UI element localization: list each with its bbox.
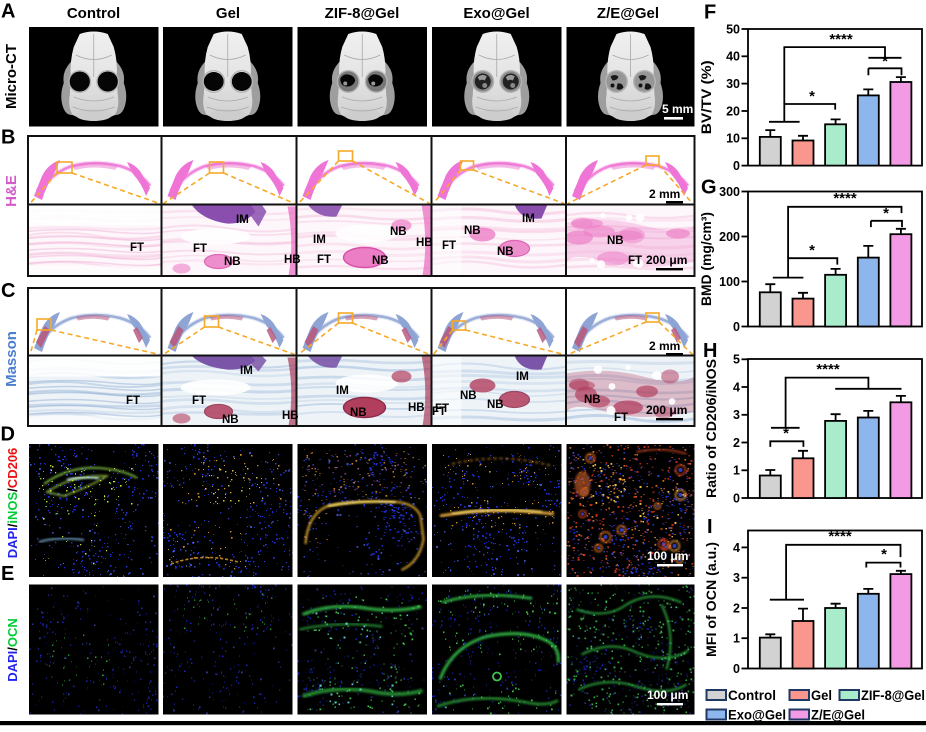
svg-text:Exo@Gel: Exo@Gel <box>728 707 786 723</box>
svg-text:3: 3 <box>733 408 740 422</box>
svg-text:2 mm: 2 mm <box>649 187 680 201</box>
svg-text:NB: NB <box>460 390 477 402</box>
svg-text:B: B <box>1 127 15 149</box>
svg-text:NB: NB <box>224 256 241 268</box>
svg-text:Masson: Masson <box>3 331 20 387</box>
svg-text:2 mm: 2 mm <box>649 339 680 353</box>
svg-text:H: H <box>703 340 717 362</box>
svg-text:F: F <box>704 2 716 24</box>
svg-text:1: 1 <box>733 464 740 478</box>
svg-text:MFI of OCN (a.u.): MFI of OCN (a.u.) <box>704 542 719 657</box>
svg-text:*: * <box>882 53 888 70</box>
svg-text:HB: HB <box>282 410 299 422</box>
svg-text:4: 4 <box>733 541 740 555</box>
svg-text:NB: NB <box>487 399 504 411</box>
svg-text:100 μm: 100 μm <box>647 688 688 702</box>
svg-text:BMD (mg/cm³): BMD (mg/cm³) <box>699 212 714 306</box>
svg-text:NB: NB <box>390 226 407 238</box>
svg-text:50: 50 <box>726 22 740 36</box>
svg-text:****: **** <box>829 31 853 48</box>
svg-text:FT: FT <box>628 255 642 267</box>
svg-text:FT: FT <box>317 254 331 266</box>
svg-text:Z/E@Gel: Z/E@Gel <box>597 5 659 22</box>
svg-text:*: * <box>883 205 889 222</box>
svg-text:*: * <box>783 425 789 442</box>
svg-text:FT: FT <box>442 240 456 252</box>
svg-text:40: 40 <box>726 50 740 64</box>
svg-text:IM: IM <box>240 365 253 377</box>
svg-text:3: 3 <box>733 571 740 585</box>
svg-text:FT: FT <box>193 243 207 255</box>
svg-text:NB: NB <box>350 407 367 419</box>
svg-text:0: 0 <box>733 491 740 505</box>
svg-text:NB: NB <box>464 225 481 237</box>
svg-text:****: **** <box>833 190 857 207</box>
svg-text:Control: Control <box>728 687 776 703</box>
svg-text:IM: IM <box>336 385 349 397</box>
svg-text:NB: NB <box>584 394 601 406</box>
svg-text:1: 1 <box>733 632 740 646</box>
svg-text:G: G <box>701 177 717 199</box>
svg-text:FT: FT <box>130 242 144 254</box>
svg-text:I: I <box>707 516 713 538</box>
svg-text:100 μm: 100 μm <box>647 549 688 563</box>
svg-text:10: 10 <box>726 132 740 146</box>
svg-text:D: D <box>1 424 15 446</box>
svg-text:H&E: H&E <box>3 175 20 207</box>
svg-text:0: 0 <box>733 320 740 334</box>
svg-text:2: 2 <box>733 436 740 450</box>
svg-text:4: 4 <box>733 380 740 394</box>
svg-text:HB: HB <box>408 402 425 414</box>
svg-text:0: 0 <box>733 159 740 173</box>
svg-text:****: **** <box>828 528 852 545</box>
svg-text:HB: HB <box>284 254 301 266</box>
svg-text:200 μm: 200 μm <box>646 253 687 267</box>
svg-text:100: 100 <box>719 275 740 289</box>
svg-text:A: A <box>1 1 15 23</box>
svg-text:FT: FT <box>435 403 449 415</box>
svg-text:HB: HB <box>416 237 433 249</box>
svg-text:BV/TV (%): BV/TV (%) <box>699 60 714 134</box>
svg-text:300: 300 <box>719 185 740 199</box>
svg-text:Ratio of CD206/iNOS: Ratio of CD206/iNOS <box>704 359 719 498</box>
svg-text:Exo@Gel: Exo@Gel <box>463 5 529 22</box>
svg-text:IM: IM <box>313 234 326 246</box>
svg-text:Gel: Gel <box>811 687 832 703</box>
svg-text:200: 200 <box>719 230 740 244</box>
svg-text:IM: IM <box>516 371 529 383</box>
svg-text:NB: NB <box>607 235 624 247</box>
svg-text:ZIF-8@Gel: ZIF-8@Gel <box>325 5 400 22</box>
svg-text:NB: NB <box>372 255 389 267</box>
svg-text:5 mm: 5 mm <box>662 102 693 116</box>
svg-text:ZIF-8@Gel: ZIF-8@Gel <box>861 687 925 703</box>
svg-text:*: * <box>809 88 815 105</box>
svg-text:FT: FT <box>614 412 628 424</box>
svg-text:2: 2 <box>733 601 740 615</box>
svg-text:*: * <box>809 242 815 259</box>
svg-text:NB: NB <box>497 246 514 258</box>
svg-text:NB: NB <box>222 414 239 426</box>
svg-text:Micro-CT: Micro-CT <box>3 44 20 109</box>
svg-text:30: 30 <box>726 77 740 91</box>
svg-text:FT: FT <box>126 395 140 407</box>
svg-text:IM: IM <box>236 214 249 226</box>
svg-text:5: 5 <box>733 353 740 367</box>
svg-text:Control: Control <box>67 5 120 22</box>
svg-text:FT: FT <box>432 406 446 418</box>
svg-text:DAPI/iNOS/CD206: DAPI/iNOS/CD206 <box>5 448 20 559</box>
svg-text:Z/E@Gel: Z/E@Gel <box>811 707 865 723</box>
svg-text:C: C <box>1 280 15 302</box>
svg-text:200 μm: 200 μm <box>646 403 687 417</box>
svg-text:FT: FT <box>192 395 206 407</box>
svg-text:*: * <box>881 546 887 563</box>
svg-text:Gel: Gel <box>216 5 240 22</box>
svg-text:****: **** <box>816 361 840 378</box>
svg-text:IM: IM <box>522 213 535 225</box>
svg-text:DAPI/OCN: DAPI/OCN <box>5 618 20 682</box>
svg-text:0: 0 <box>733 662 740 676</box>
svg-text:E: E <box>1 563 14 585</box>
svg-text:20: 20 <box>726 104 740 118</box>
